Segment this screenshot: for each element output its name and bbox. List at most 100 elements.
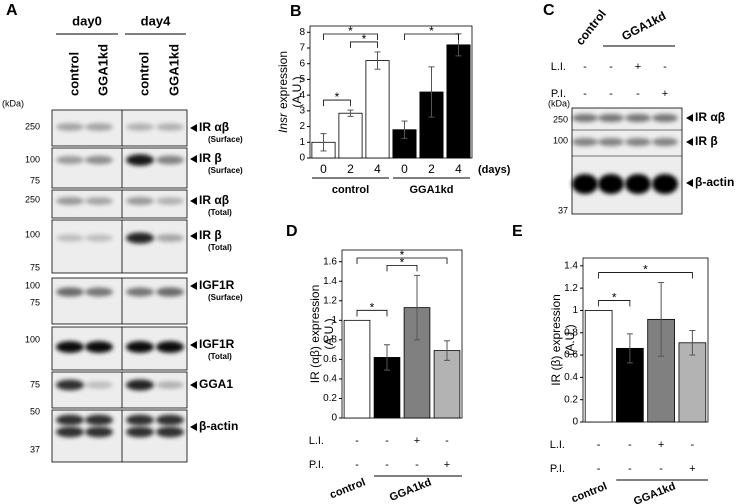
band	[156, 197, 184, 205]
y-tick-label: 0.2	[323, 393, 337, 404]
y-tick-label: 1	[299, 137, 305, 148]
marker-label: 250	[553, 114, 568, 124]
x-tick-label: 4	[374, 162, 381, 176]
row-mark: -	[628, 439, 632, 451]
band	[156, 341, 184, 353]
row-mark: -	[609, 88, 613, 100]
x-tick-label: 2	[347, 162, 354, 176]
y-tick-label: 0	[572, 417, 578, 428]
row-label: P.I.	[550, 463, 565, 475]
group-label: control	[332, 184, 369, 196]
significance-label: *	[429, 24, 434, 38]
row-label: L.I.	[550, 439, 565, 451]
panel-letter: B	[290, 3, 302, 20]
band	[56, 287, 84, 297]
significance-bracket	[404, 33, 459, 40]
band	[56, 155, 84, 165]
y-tick-label: 1.2	[564, 283, 578, 294]
panel-letter: E	[512, 223, 523, 240]
row-mark: -	[659, 463, 663, 475]
arrowhead	[190, 423, 197, 431]
y-axis-label: Insr expression	[276, 51, 290, 133]
panel-letter: D	[286, 223, 298, 240]
row-label: L.I.	[309, 435, 324, 447]
row-mark: -	[628, 463, 632, 475]
significance-label: *	[400, 256, 405, 270]
band	[56, 123, 84, 131]
y-tick-label: 1.4	[564, 260, 578, 271]
x-tick-label: 0	[320, 162, 327, 176]
x-tick-label: 2	[428, 162, 435, 176]
row-mark: -	[609, 61, 613, 73]
row-mark: -	[597, 439, 601, 451]
blot-label: IR αβ	[199, 193, 229, 207]
y-axis-unit: (A.U.)	[322, 318, 336, 349]
y-tick-label: 3	[299, 105, 305, 116]
band	[652, 138, 678, 146]
marker-label: 100	[25, 154, 40, 164]
y-tick-label: 0.2	[564, 394, 578, 405]
band	[156, 155, 184, 165]
marker-label: 50	[30, 406, 40, 416]
row-mark: -	[355, 435, 359, 447]
arrowhead	[686, 179, 693, 187]
bar	[446, 44, 471, 159]
band	[126, 426, 154, 438]
row-mark: -	[636, 88, 640, 100]
group-label: day0	[72, 13, 102, 28]
row-mark: -	[385, 435, 389, 447]
blot-label: IR β	[199, 151, 222, 165]
band	[598, 114, 624, 122]
row-label: P.I.	[551, 88, 566, 100]
group-label: day4	[141, 13, 171, 28]
y-tick-label: 8	[299, 27, 305, 38]
row-mark: -	[445, 435, 449, 447]
y-tick-label: 1	[331, 315, 337, 326]
x-axis-label: (days)	[478, 164, 511, 176]
blot	[51, 219, 188, 274]
blot	[51, 277, 188, 325]
row-mark: +	[414, 435, 420, 447]
row-mark: +	[658, 439, 664, 451]
band	[625, 174, 651, 194]
band	[156, 381, 184, 389]
y-axis-label-text: IR (αβ) expression	[308, 285, 322, 384]
bar	[433, 350, 461, 419]
band	[85, 414, 113, 426]
y-axis-label: IR (β) expression	[549, 294, 563, 386]
band	[126, 341, 154, 353]
band	[56, 341, 84, 353]
plot-frame	[309, 25, 473, 159]
band	[598, 138, 624, 146]
band	[85, 287, 113, 297]
y-tick-label: 0.8	[323, 335, 337, 346]
y-tick-label: 0.8	[564, 327, 578, 338]
group-label: GGA1kd	[632, 480, 677, 504]
band	[156, 414, 184, 426]
arrowhead	[686, 114, 693, 122]
group-label: control	[570, 480, 609, 504]
y-axis-label-text: expression	[276, 51, 290, 109]
plot-frame	[341, 249, 463, 419]
band	[652, 174, 678, 194]
band	[85, 381, 113, 389]
group-label: GGA1kd	[388, 476, 433, 504]
marker-label: 100	[553, 135, 568, 145]
arrowhead	[190, 282, 197, 290]
group-label: control	[573, 7, 609, 48]
y-tick-label: 7	[299, 43, 305, 54]
arrowhead	[190, 124, 197, 132]
band	[126, 123, 154, 131]
blot-label: GGA1	[199, 377, 233, 391]
y-tick-label: 4	[299, 90, 305, 101]
row-mark: -	[597, 463, 601, 475]
band	[56, 196, 84, 206]
significance-bracket	[598, 272, 693, 279]
bar	[338, 112, 363, 159]
marker-label: 75	[30, 297, 40, 307]
blot-sublabel: (Total)	[208, 243, 232, 252]
marker-label: 37	[30, 444, 40, 454]
blot-sublabel: (Surface)	[208, 293, 243, 302]
bar	[343, 319, 371, 419]
arrowhead	[190, 341, 197, 349]
